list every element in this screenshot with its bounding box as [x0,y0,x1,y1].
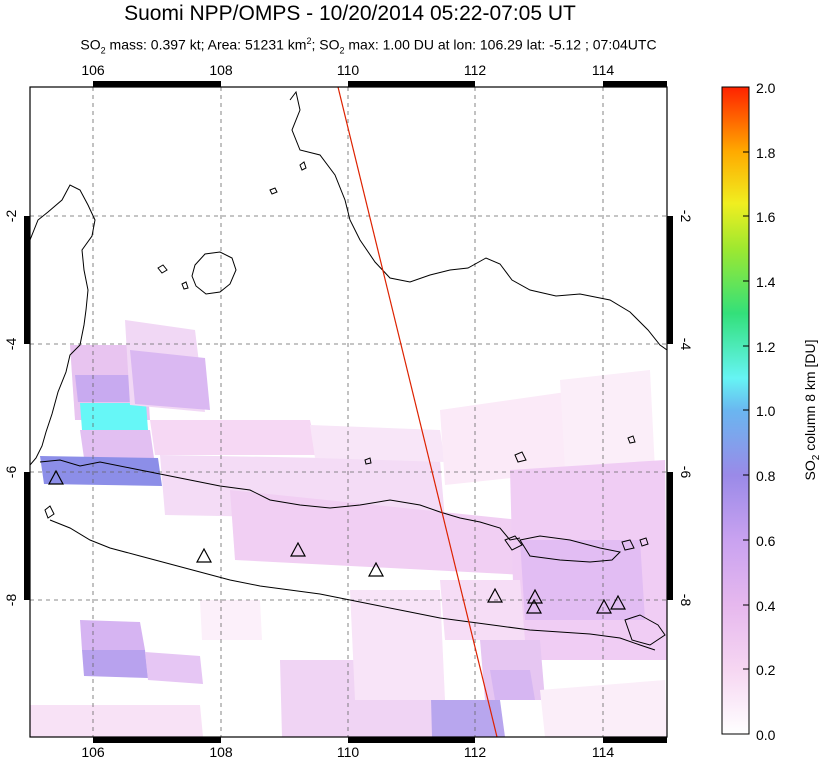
colorbar-tick-label: 1.0 [756,403,776,419]
island-small [364,457,372,465]
so2-pixel [82,650,148,678]
lat-tick-label: -6 [3,466,19,479]
so2-pixel [540,680,667,737]
volcano-markers [47,469,627,614]
coastlines [30,90,667,651]
colorbar-tick-labels: 2.0 1.8 1.6 1.4 1.2 1.0 0.8 0.6 0.4 0.2 … [756,80,776,743]
island-small [504,535,523,551]
island-small [157,264,168,274]
borneo-coast [289,90,667,351]
lon-tick-label: 112 [464,62,487,78]
bali-island [624,614,666,646]
colorbar-ticks [743,86,749,735]
volcano-triangle-icon [595,598,613,614]
so2-pixel [440,580,525,640]
island-small [621,539,635,551]
colorbar-tick-label: 1.6 [756,209,776,225]
volcano-triangle-icon [367,561,385,577]
madura-island [519,535,622,563]
colorbar-tick-label: 0.2 [756,662,776,678]
volcano-triangle-icon [289,541,307,557]
gridlines [30,87,667,737]
so2-pixel [80,620,145,650]
island-small [181,281,189,290]
volcano-triangle-icon [609,594,627,610]
so2-pixel [560,370,655,470]
so2-pixel [490,670,535,700]
so2-pixel [130,350,210,410]
island-small [299,161,307,171]
map-title: Suomi NPP/OMPS - 10/20/2014 05:22-07:05 … [124,2,576,25]
map-subtitle: SO2 mass: 0.397 kt; Area: 51231 km2; SO2… [80,36,657,56]
lon-tick-label: 108 [209,62,233,78]
so2-pixel [30,705,203,737]
island-belitung [191,251,237,295]
volcano-triangle-icon [47,469,65,485]
lon-tick-label: 110 [337,744,360,759]
so2-pixel [80,430,154,458]
lon-ticks-top: 106 108 110 112 114 [81,62,614,78]
java-north-coast [39,459,521,541]
lon-ticks-bottom: 106 108 110 112 114 [81,744,614,759]
lon-tick-label: 106 [81,744,105,759]
island-small [44,505,55,519]
lon-tick-label: 106 [81,62,105,78]
colorbar-tick-label: 1.4 [756,274,776,290]
so2-pixel [350,590,445,700]
lon-tick-label: 114 [592,744,615,759]
lat-tick-label: -2 [678,210,694,223]
sumatra-coast [30,184,96,466]
so2-pixel [200,600,262,640]
lon-tick-label: 114 [592,62,615,78]
colorbar-tick-label: 0.0 [756,727,776,743]
island-small [269,187,278,195]
map-border-bars [24,81,673,743]
lon-tick-label: 112 [464,744,487,759]
lon-tick-label: 108 [209,744,233,759]
volcano-triangle-icon [195,547,213,563]
so2-pixel [80,403,148,430]
lat-tick-label: -4 [678,338,694,351]
colorbar-tick-label: 1.2 [756,339,776,355]
colorbar-tick-label: 2.0 [756,80,776,96]
lat-tick-label: -4 [3,338,19,351]
lat-tick-label: -2 [3,210,19,223]
so2-pixel [145,652,203,684]
so2-pixel [440,390,588,485]
orbit-track-line [337,87,498,737]
volcano-triangle-icon [525,598,543,614]
lat-tick-label: -6 [678,466,694,479]
so2-pixel [150,420,318,455]
island-small [627,435,636,444]
lat-ticks-right: -2 -4 -6 -8 [678,210,694,607]
colorbar-axis-label: SO2 column 8 km [DU] [802,340,822,481]
so2-swath-pixels [30,320,667,737]
volcano-triangle-icon [486,587,504,603]
colorbar-tick-label: 0.8 [756,468,776,484]
lat-tick-label: -8 [678,594,694,607]
colorbar-tick-label: 0.4 [756,598,776,614]
so2-pixel [310,425,445,462]
lat-tick-label: -8 [3,594,19,607]
island-small [514,451,527,463]
island-small [639,537,649,547]
java-south-coast [49,519,656,651]
lat-ticks-left: -2 -4 -6 -8 [3,210,19,607]
colorbar-tick-label: 1.8 [756,145,776,161]
lon-tick-label: 110 [337,62,360,78]
colorbar-tick-label: 0.6 [756,533,776,549]
